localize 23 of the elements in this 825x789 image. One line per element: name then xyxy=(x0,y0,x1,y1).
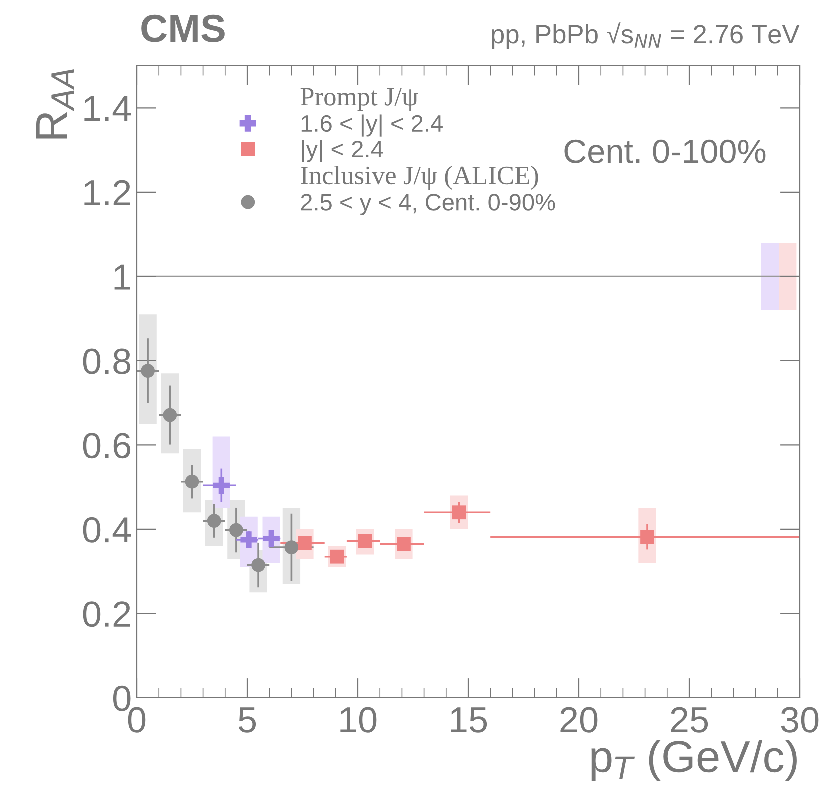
y-tick-label: 1.4 xyxy=(84,96,132,122)
y-tick-label: 0.8 xyxy=(83,348,131,374)
chart-subtitle: pp, PbPb √s$_{NN}$ = 2.76 TeV xyxy=(492,22,800,50)
annotation: Cent. 0-100% xyxy=(564,140,766,164)
x-tick-label: 5 xyxy=(238,708,256,733)
legend-label: |y| < 2.4 xyxy=(302,140,384,162)
y-tick-label: 0.4 xyxy=(83,517,132,543)
y-axis-title: R$_{AA}$ xyxy=(36,69,74,139)
x-tick-label: 15 xyxy=(451,708,488,733)
annotation: Inclusive J/ψ (ALICE) xyxy=(301,166,538,190)
y-tick-label: 0.2 xyxy=(83,602,130,628)
x-tick-label: 10 xyxy=(340,707,377,733)
legend-label: 2.5 < y < 4, Cent. 0-90% xyxy=(301,194,556,216)
x-tick-label: 25 xyxy=(671,707,708,733)
legend-label: 1.6 < |y| < 2.4 xyxy=(302,114,443,137)
x-tick-label: 30 xyxy=(781,707,819,733)
y-tick-label: 1.2 xyxy=(84,180,130,206)
y-tick-label: 0.6 xyxy=(83,433,131,459)
x-axis-title: p$_{T}$ (GeV/c) xyxy=(592,740,797,782)
annotation: Prompt J/ψ xyxy=(300,88,418,112)
y-tick-label: 1 xyxy=(114,264,130,290)
x-tick-label: 20 xyxy=(560,707,598,733)
chart-title: CMS xyxy=(142,14,225,42)
